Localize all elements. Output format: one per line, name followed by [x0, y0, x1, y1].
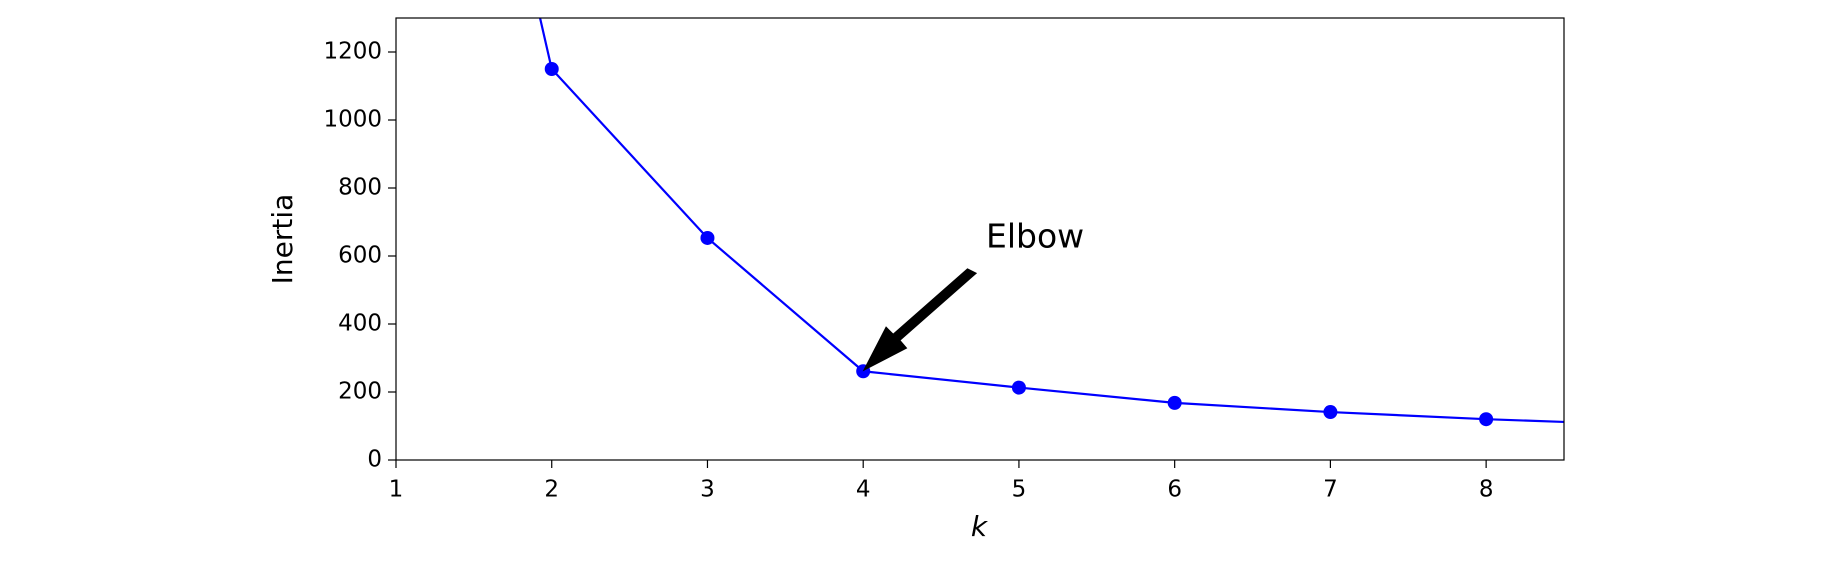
data-point [1323, 405, 1338, 420]
data-point [1167, 395, 1182, 410]
x-tick-label: 5 [1012, 477, 1027, 503]
x-tick-label: 6 [1167, 477, 1182, 503]
y-tick-label: 800 [338, 175, 382, 201]
x-tick-label: 3 [700, 477, 715, 503]
x-tick-label: 8 [1479, 477, 1494, 503]
data-point [544, 62, 559, 76]
data-point [1479, 412, 1494, 427]
data-point [1011, 380, 1026, 395]
x-tick-label: 7 [1323, 477, 1338, 503]
data-point [700, 230, 715, 245]
plot-frame [395, 17, 1565, 461]
plot-area [538, 18, 1649, 432]
x-tick-label: 1 [389, 477, 404, 503]
y-tick-label: 200 [338, 379, 382, 405]
x-tick-label: 4 [856, 477, 871, 503]
y-tick-label: 1000 [323, 107, 382, 133]
y-tick-label: 600 [338, 243, 382, 269]
y-tick-label: 1200 [323, 39, 382, 65]
y-tick-label: 0 [367, 447, 382, 473]
annotation-text: Elbow [986, 217, 1084, 256]
data-point [1635, 418, 1649, 432]
annotation-arrow [862, 268, 978, 372]
data-line [538, 18, 1564, 424]
x-tick-label: 2 [544, 477, 559, 503]
x-axis-label: k [971, 510, 989, 543]
y-tick-label: 400 [338, 311, 382, 337]
y-axis-label: Inertia [266, 194, 299, 285]
